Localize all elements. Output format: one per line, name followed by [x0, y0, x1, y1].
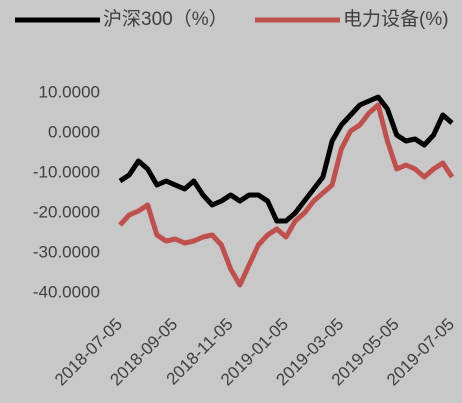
series-line — [118, 102, 455, 288]
y-tick-label: -10.0000 — [33, 162, 100, 181]
y-tick-label: 10.0000 — [39, 82, 100, 101]
legend-label: 电力设备(%) — [343, 8, 449, 30]
y-tick-label: 0.0000 — [48, 122, 100, 141]
series-line — [118, 94, 454, 224]
y-tick-label: -40.0000 — [33, 282, 100, 301]
y-tick-label: -20.0000 — [33, 202, 100, 221]
legend-label: 沪深300（%） — [103, 8, 228, 30]
y-tick-label: -30.0000 — [33, 242, 100, 261]
